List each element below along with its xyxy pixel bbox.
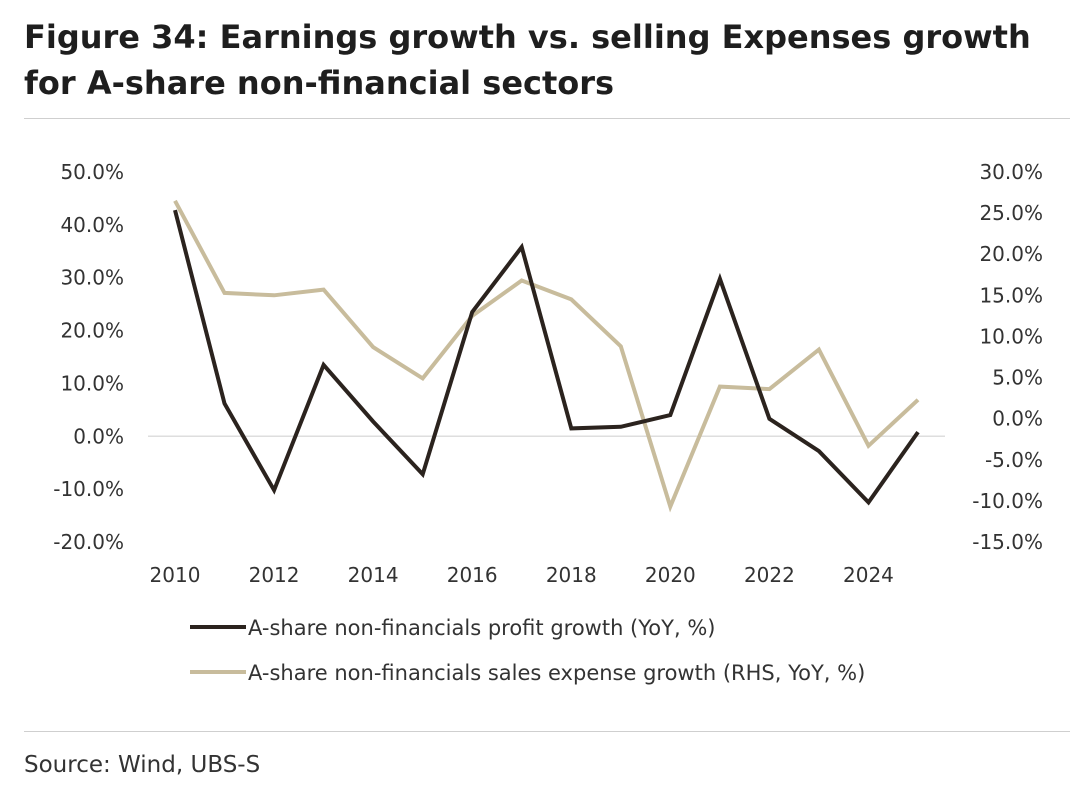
x-axis-tick-labels: 2010 2012 2014 2016 2018 2020 2022 2024 (150, 563, 894, 587)
left-axis-tick-label: 20.0% (60, 319, 124, 343)
chart-title: Figure 34: Earnings growth vs. selling E… (24, 18, 1031, 102)
title-divider (24, 118, 1070, 119)
x-axis-tick-label: 2016 (447, 563, 498, 587)
left-axis-tick-label: 50.0% (60, 160, 124, 184)
right-axis-tick-labels: 30.0% 25.0% 20.0% 15.0% 10.0% 5.0% 0.0% -5.0% -1… (972, 160, 1043, 554)
x-axis-tick-label: 2024 (843, 563, 894, 587)
source-divider (24, 731, 1070, 732)
right-axis-tick-label: 20.0% (979, 242, 1043, 266)
source-note: Source: Wind, UBS-S (24, 752, 261, 778)
line-chart: 50.0% 40.0% 30.0% 20.0% 10.0% 0.0% -10.0% -20.0… (53, 160, 1043, 685)
right-axis-tick-label: 0.0% (992, 407, 1043, 431)
legend-label: A-share non-financials profit growth (Yo… (248, 616, 715, 640)
right-axis-tick-label: 5.0% (992, 366, 1043, 390)
x-axis-tick-label: 2012 (249, 563, 300, 587)
right-axis-tick-label: 10.0% (979, 324, 1043, 348)
right-axis-tick-label: 15.0% (979, 283, 1043, 307)
right-axis-tick-label: 25.0% (979, 201, 1043, 225)
legend-label: A-share non-financials sales expense gro… (248, 661, 865, 685)
x-axis-tick-label: 2018 (546, 563, 597, 587)
right-axis-tick-label: -5.0% (985, 448, 1043, 472)
series-lines (173, 199, 920, 513)
x-axis-tick-label: 2014 (348, 563, 399, 587)
left-axis-tick-label: -20.0% (53, 530, 124, 554)
right-axis-tick-label: 30.0% (979, 160, 1043, 184)
left-axis-tick-label: 30.0% (60, 266, 124, 290)
left-axis-tick-label: 0.0% (73, 424, 124, 448)
sales-expense-growth-line (173, 199, 920, 513)
left-axis-tick-label: 10.0% (60, 371, 124, 395)
left-axis-tick-label: 40.0% (60, 213, 124, 237)
legend: A-share non-financials profit growth (Yo… (190, 616, 865, 685)
profit-growth-line (173, 209, 920, 506)
x-axis-tick-label: 2010 (150, 563, 201, 587)
x-axis-tick-label: 2022 (744, 563, 795, 587)
left-axis-tick-labels: 50.0% 40.0% 30.0% 20.0% 10.0% 0.0% -10.0% -20.0… (53, 160, 124, 554)
left-axis-tick-label: -10.0% (53, 477, 124, 501)
right-axis-tick-label: -15.0% (972, 530, 1043, 554)
right-axis-tick-label: -10.0% (972, 489, 1043, 513)
x-axis-tick-label: 2020 (645, 563, 696, 587)
